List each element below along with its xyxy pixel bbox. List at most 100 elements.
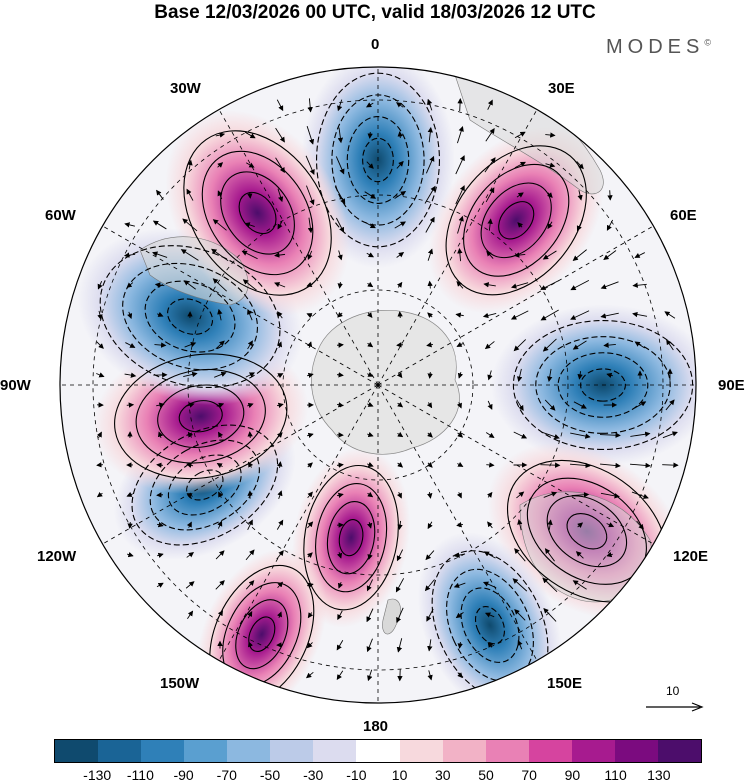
wind-vector-arrow xyxy=(570,310,590,320)
wind-vector-arrow xyxy=(245,372,255,378)
wind-vector-arrow xyxy=(96,491,103,498)
contour-trough-0 xyxy=(316,72,440,248)
wind-vector-arrow xyxy=(576,161,584,170)
wind-vector-arrow xyxy=(570,279,590,291)
wind-vector-arrow xyxy=(606,551,614,558)
colorbar xyxy=(54,739,702,763)
wind-vector-arrow xyxy=(512,578,528,592)
wind-vector-arrow xyxy=(457,98,463,112)
wind-vector-arrow xyxy=(456,522,464,528)
contour-ridge-155w xyxy=(235,599,289,670)
wind-vector-arrow xyxy=(457,672,463,679)
wind-vector-arrow xyxy=(456,341,463,347)
wind-vector-arrow xyxy=(306,582,314,588)
reference-vector-arrow xyxy=(646,702,704,712)
meridian-line xyxy=(377,384,538,661)
wind-vector-arrow xyxy=(662,462,679,468)
wind-vector-arrow xyxy=(486,250,494,259)
contour-ridge-35w xyxy=(220,171,295,255)
wind-vector-arrow xyxy=(306,313,313,319)
wind-vector-arrow xyxy=(396,252,405,258)
wind-vector-arrow xyxy=(123,252,136,258)
wind-vector-arrow xyxy=(183,371,198,378)
contour-ridge-155w xyxy=(248,616,276,652)
wind-vector-arrow xyxy=(395,578,405,593)
colorbar-tick-label: -70 xyxy=(216,767,237,783)
wind-vector-arrow xyxy=(336,372,344,378)
lon-label-30w: 30W xyxy=(170,80,201,97)
wind-vector-arrow xyxy=(513,252,526,258)
wind-vector-arrow xyxy=(96,372,105,378)
wind-vector-arrow xyxy=(455,612,464,619)
wind-vector-arrow xyxy=(247,340,253,350)
wind-vector-arrow xyxy=(126,491,133,497)
wind-vector-arrow xyxy=(245,162,255,168)
wind-vector-arrow xyxy=(456,125,464,144)
colorbar-swatch-4 xyxy=(227,740,271,762)
wind-vector-arrow xyxy=(305,671,314,679)
colorbar-tick-label: -130 xyxy=(83,767,112,783)
wind-vector-arrow xyxy=(247,402,254,409)
wind-vector-arrow xyxy=(514,131,526,139)
contour-ridge-40e xyxy=(463,163,570,277)
landmass-layer xyxy=(139,74,652,635)
wind-vector-arrow xyxy=(366,638,373,653)
contour-ridge-170w xyxy=(326,501,376,575)
wind-vector-arrow xyxy=(277,221,283,230)
lon-label-30e: 30E xyxy=(548,80,575,97)
wind-vector-arrow xyxy=(457,432,464,438)
wind-vector-arrow xyxy=(215,340,225,350)
wind-vector-arrow xyxy=(516,368,523,382)
wind-vector-arrow xyxy=(277,188,284,203)
colorbar-tick-label: 70 xyxy=(521,767,537,783)
wind-vector-arrow xyxy=(396,638,403,653)
wind-vector-arrow xyxy=(540,309,559,321)
wind-vectors xyxy=(96,98,679,682)
wind-vector-arrow xyxy=(186,188,194,201)
wind-vector-arrow xyxy=(425,155,435,174)
wind-vector-arrow xyxy=(364,191,377,199)
wind-vector-arrow xyxy=(335,217,345,233)
wind-vector-arrow xyxy=(486,462,495,468)
wind-vector-arrow xyxy=(603,342,616,348)
wind-vector-arrow xyxy=(306,642,313,649)
lon-label-120w: 120W xyxy=(37,548,77,565)
wind-vector-arrow xyxy=(307,521,314,529)
wind-vector-arrow xyxy=(366,312,373,319)
wind-vector-arrow xyxy=(152,220,167,230)
wind-vector-arrow xyxy=(543,607,557,622)
wind-vector-arrow xyxy=(127,551,134,558)
wind-vector-arrow xyxy=(215,132,226,138)
wind-vector-arrow xyxy=(607,190,613,201)
wind-vector-arrow xyxy=(245,549,255,561)
wind-vector-arrow xyxy=(307,217,314,234)
wind-vector-arrow xyxy=(276,611,282,618)
wind-vector-arrow xyxy=(665,399,675,411)
colorbar-tick-label: 50 xyxy=(478,767,494,783)
wind-vector-arrow xyxy=(157,431,164,438)
contour-ridge-35w xyxy=(201,150,314,276)
contour-trough-120w xyxy=(167,454,242,516)
colorbar-swatch-2 xyxy=(141,740,185,762)
contour-ridge-170w xyxy=(315,482,388,593)
wind-vector-arrow xyxy=(517,639,523,650)
wind-vector-arrow xyxy=(217,190,223,200)
wind-vector-arrow xyxy=(542,338,557,352)
wind-vector-arrow xyxy=(306,281,313,287)
wind-vector-arrow xyxy=(217,162,224,168)
colorbar-swatch-14 xyxy=(657,740,701,762)
wind-vector-arrow xyxy=(156,189,164,200)
wind-vector-arrow xyxy=(514,608,526,621)
lon-label-90e: 90E xyxy=(718,377,745,394)
wind-vector-arrow xyxy=(424,185,436,204)
wind-vector-arrow xyxy=(454,552,466,558)
colorbar-swatch-0 xyxy=(55,740,99,762)
contour-ridge-100w xyxy=(178,400,223,433)
meridian-line xyxy=(218,109,379,386)
latitude-circle xyxy=(187,194,569,576)
wind-vector-arrow xyxy=(457,461,464,467)
meridian-line xyxy=(102,384,379,545)
wind-vector-arrow xyxy=(664,311,676,319)
wind-vector-arrow xyxy=(600,492,620,499)
wind-vector-arrow xyxy=(394,221,407,229)
